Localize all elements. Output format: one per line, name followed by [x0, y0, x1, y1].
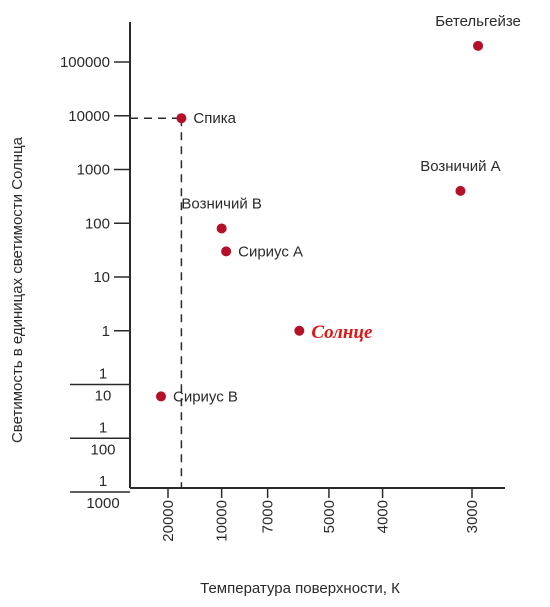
x-tick-label: 5000: [321, 500, 338, 533]
data-point-label: Возничий А: [420, 158, 500, 175]
data-point-label: Солнце: [311, 322, 373, 343]
y-tick-label: 10000: [68, 108, 110, 125]
y-axis-title: Светимость в единицах светимости Солнца: [9, 136, 26, 443]
y-tick-label-numerator: 1: [99, 473, 107, 490]
y-tick-label-denominator: 1000: [86, 495, 119, 512]
y-axis-ticks: 1 1000 1 100 1 10 1 10 100 1000 10000 100000: [60, 54, 130, 512]
data-point: [455, 185, 466, 196]
y-tick-label: 1000: [77, 162, 110, 179]
x-tick-label: 3000: [464, 500, 481, 533]
x-tick-label: 10000: [214, 500, 231, 542]
data-point: [221, 246, 232, 257]
data-point: [294, 325, 305, 336]
data-point-label: Спика: [193, 110, 236, 127]
reference-lines: [130, 117, 183, 488]
y-tick-label: 100: [85, 215, 110, 232]
y-tick-label: 10: [93, 269, 110, 286]
data-point: [176, 113, 187, 124]
data-point-label: Возничий В: [181, 195, 261, 212]
x-tick-label: 20000: [160, 500, 177, 542]
data-point: [216, 223, 227, 234]
y-tick-label-denominator: 10: [95, 388, 112, 405]
x-tick-label: 7000: [260, 500, 277, 533]
data-point: [473, 40, 484, 51]
data-point-label: Сириус А: [238, 243, 303, 260]
data-point-label: Бетельгейзе: [435, 13, 521, 30]
x-axis-title: Температура поверхности, К: [200, 580, 400, 597]
x-tick-label: 4000: [375, 500, 392, 533]
data-points: Бетельгейзе Спика Возничий А Возничий В Сири…: [156, 13, 521, 405]
y-tick-label-numerator: 1: [99, 419, 107, 436]
x-axis-ticks: 20000 10000 7000 5000 4000 3000: [160, 488, 481, 542]
y-tick-label: 1: [102, 323, 110, 340]
data-point-label: Сириус В: [173, 388, 238, 405]
y-tick-label: 100000: [60, 54, 110, 71]
y-tick-label-denominator: 100: [90, 441, 115, 458]
data-point: [156, 391, 167, 402]
axes: [129, 22, 505, 489]
y-tick-label-numerator: 1: [99, 366, 107, 383]
